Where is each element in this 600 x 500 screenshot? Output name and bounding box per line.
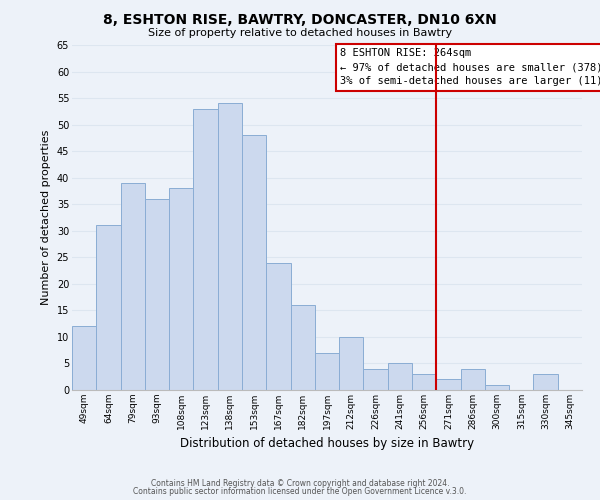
X-axis label: Distribution of detached houses by size in Bawtry: Distribution of detached houses by size … <box>180 438 474 450</box>
Bar <box>121 183 145 390</box>
Text: Contains public sector information licensed under the Open Government Licence v.: Contains public sector information licen… <box>133 487 467 496</box>
Bar <box>533 374 558 390</box>
Bar <box>339 337 364 390</box>
Bar <box>193 108 218 390</box>
Text: Contains HM Land Registry data © Crown copyright and database right 2024.: Contains HM Land Registry data © Crown c… <box>151 478 449 488</box>
Text: 8 ESHTON RISE: 264sqm
← 97% of detached houses are smaller (378)
3% of semi-deta: 8 ESHTON RISE: 264sqm ← 97% of detached … <box>340 48 600 86</box>
Bar <box>388 364 412 390</box>
Bar <box>218 104 242 390</box>
Bar <box>169 188 193 390</box>
Bar <box>364 369 388 390</box>
Text: 8, ESHTON RISE, BAWTRY, DONCASTER, DN10 6XN: 8, ESHTON RISE, BAWTRY, DONCASTER, DN10 … <box>103 12 497 26</box>
Bar <box>266 262 290 390</box>
Bar <box>485 384 509 390</box>
Bar <box>72 326 96 390</box>
Bar <box>315 353 339 390</box>
Bar <box>461 369 485 390</box>
Y-axis label: Number of detached properties: Number of detached properties <box>41 130 51 305</box>
Text: Size of property relative to detached houses in Bawtry: Size of property relative to detached ho… <box>148 28 452 38</box>
Bar <box>412 374 436 390</box>
Bar <box>290 305 315 390</box>
Bar <box>436 380 461 390</box>
Bar <box>242 135 266 390</box>
Bar <box>96 226 121 390</box>
Bar <box>145 199 169 390</box>
